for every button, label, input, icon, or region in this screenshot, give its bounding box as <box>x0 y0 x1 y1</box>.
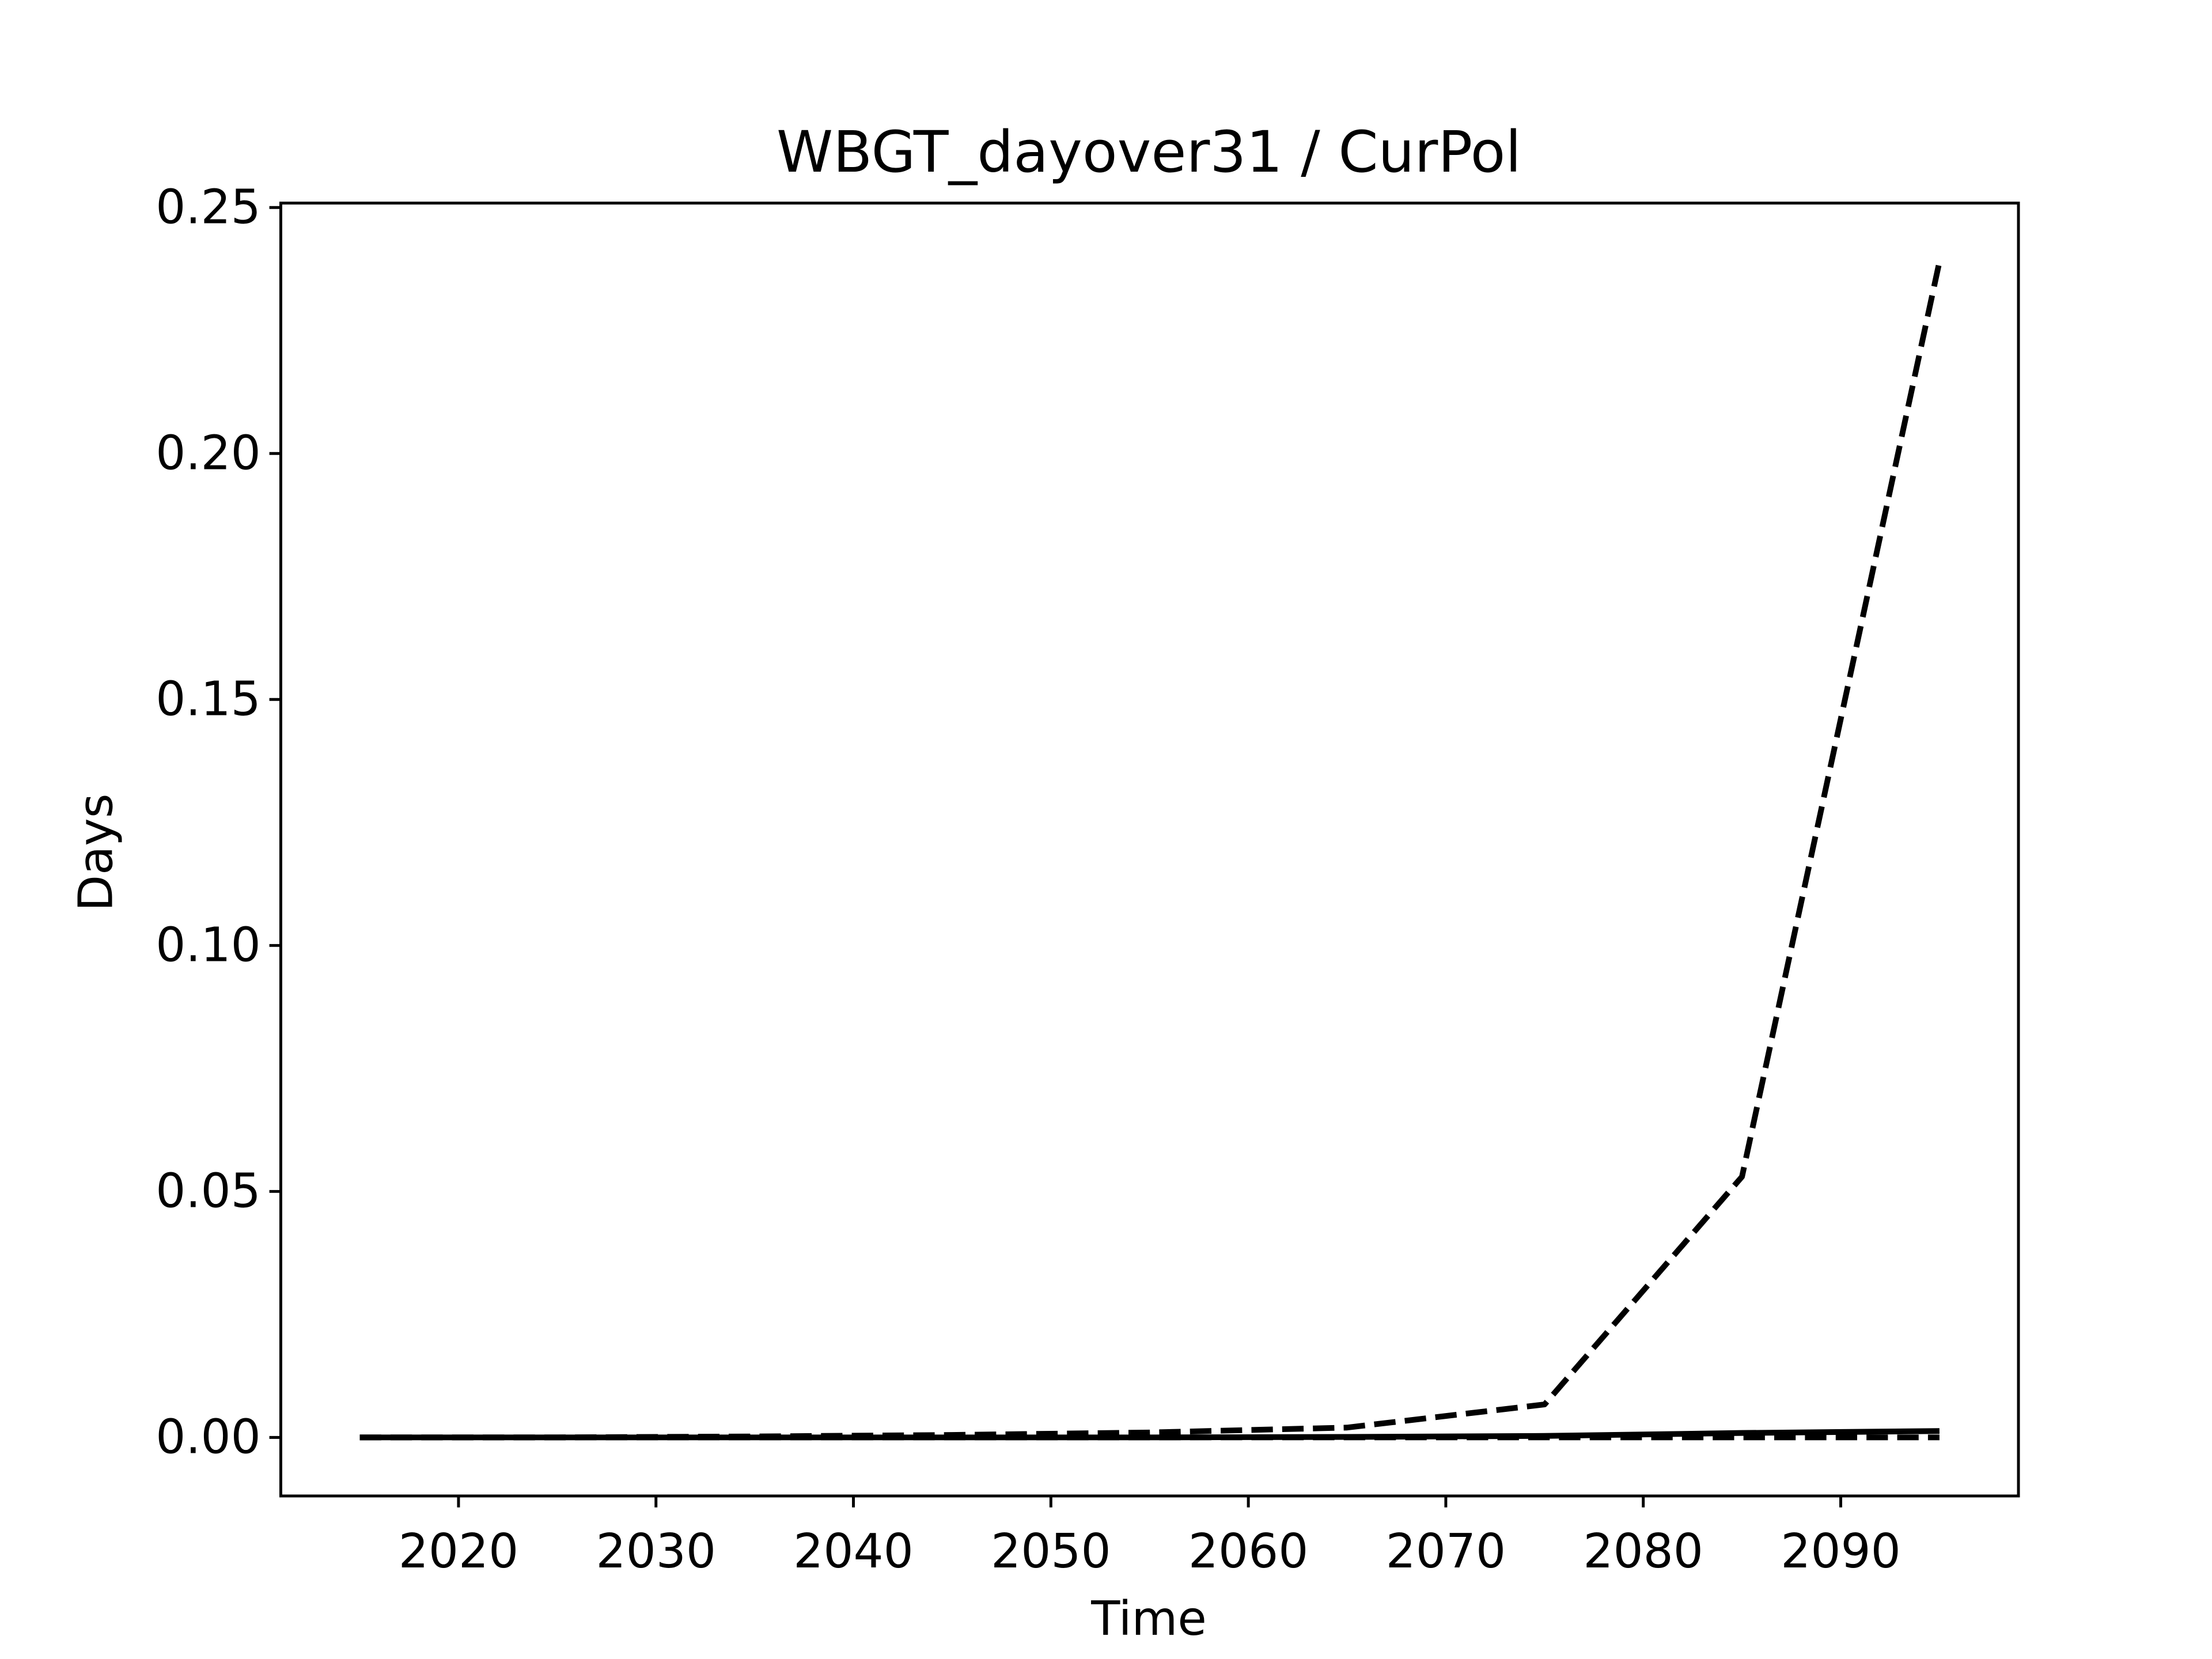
y-tick-label: 0.00 <box>156 1410 260 1465</box>
y-axis-label: Days <box>69 793 123 911</box>
x-tick-label: 2080 <box>1583 1524 1703 1579</box>
y-tick-label: 0.25 <box>156 180 260 235</box>
x-tick-label: 2050 <box>991 1524 1111 1579</box>
chart-title: WBGT_dayover31 / CurPol <box>777 119 1521 185</box>
x-tick-label: 2060 <box>1188 1524 1309 1579</box>
x-tick-label: 2020 <box>399 1524 519 1579</box>
x-tick-label: 2040 <box>793 1524 914 1579</box>
x-tick-label: 2070 <box>1386 1524 1506 1579</box>
y-tick-label: 0.05 <box>156 1164 260 1219</box>
x-tick-label: 2030 <box>596 1524 716 1579</box>
y-tick-label: 0.15 <box>156 672 260 727</box>
y-tick-label: 0.20 <box>156 426 260 481</box>
y-tick-label: 0.10 <box>156 918 260 973</box>
x-axis-label: Time <box>1090 1592 1206 1646</box>
plot-frame <box>279 202 2020 1498</box>
x-tick-label: 2090 <box>1781 1524 1900 1579</box>
